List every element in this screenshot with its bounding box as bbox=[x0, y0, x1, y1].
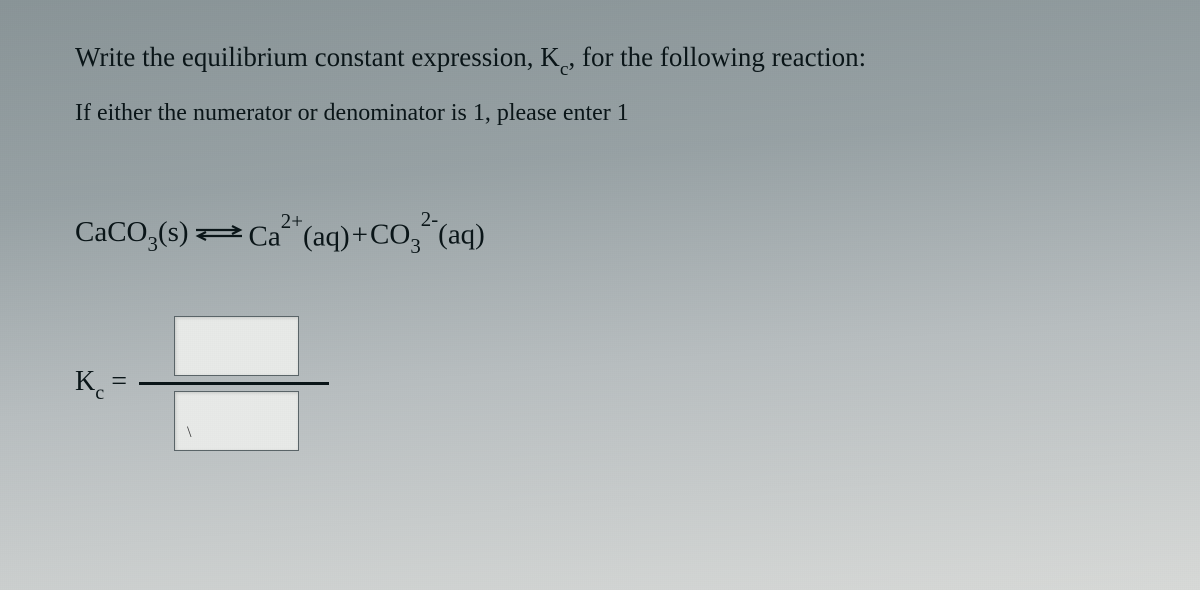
reactant-state: (s) bbox=[158, 216, 189, 248]
fraction-container: \ bbox=[139, 316, 329, 451]
chemical-equation: CaCO3(s) Ca2+(aq) + CO32-(aq) bbox=[75, 214, 1125, 256]
reactant-symbol: CaCO bbox=[75, 216, 148, 248]
answer-area: Kc = \ bbox=[75, 316, 1125, 451]
equilibrium-arrow-icon bbox=[194, 217, 244, 250]
product1-formula: Ca2+(aq) bbox=[249, 216, 350, 254]
input-cursor: \ bbox=[187, 424, 191, 442]
product2-subscript: 3 bbox=[410, 234, 420, 258]
product2-charge: 2- bbox=[421, 207, 438, 231]
question-instruction: If either the numerator or denominator i… bbox=[75, 98, 1125, 129]
question-prompt-line1: Write the equilibrium constant expressio… bbox=[75, 40, 1125, 80]
question-text-part2: , for the following reaction: bbox=[568, 42, 866, 72]
product1-symbol: Ca bbox=[249, 221, 281, 253]
c-subscript: c bbox=[95, 382, 104, 404]
k-letter: K bbox=[75, 366, 95, 397]
product1-state: (aq) bbox=[303, 221, 350, 253]
equals-sign: = bbox=[104, 366, 127, 397]
product2-symbol: CO bbox=[370, 219, 410, 251]
product2-formula: CO32-(aq) bbox=[370, 214, 485, 256]
numerator-input[interactable] bbox=[174, 316, 299, 376]
fraction-bar bbox=[139, 382, 329, 385]
kc-subscript: c bbox=[560, 59, 569, 80]
denominator-input[interactable]: \ bbox=[174, 391, 299, 451]
product1-charge: 2+ bbox=[281, 209, 303, 233]
product2-state: (aq) bbox=[438, 219, 485, 251]
kc-equals-label: Kc = bbox=[75, 366, 127, 403]
reactant-subscript: 3 bbox=[148, 232, 158, 256]
question-text-part1: Write the equilibrium constant expressio… bbox=[75, 42, 560, 72]
plus-sign: + bbox=[352, 219, 368, 252]
reactant-formula: CaCO3(s) bbox=[75, 216, 189, 254]
